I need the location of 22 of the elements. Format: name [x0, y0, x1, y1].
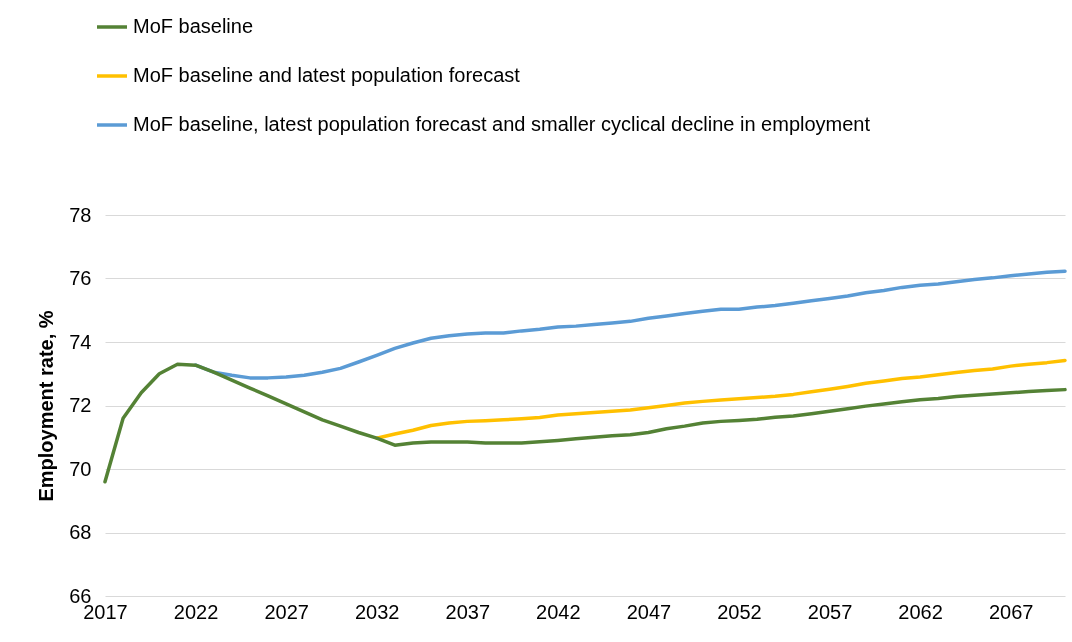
x-tick-label: 2032	[354, 600, 400, 623]
x-tick-label: 2057	[807, 600, 853, 623]
x-tick-label: 2022	[173, 600, 219, 623]
x-tick-label: 2067	[988, 600, 1034, 623]
x-tick-label: 2062	[898, 600, 943, 623]
x-tick-label: 2042	[536, 600, 581, 623]
x-tick-label: 2047	[626, 600, 672, 623]
y-tick-label: 76	[69, 267, 92, 289]
y-tick-label: 72	[69, 394, 92, 416]
y-tick-label: 78	[69, 203, 92, 226]
legend-label: MoF baseline, latest population forecast and smaller cyclical decline in employment	[133, 113, 871, 135]
x-tick-label: 2037	[445, 600, 491, 623]
legend-label: MoF baseline	[133, 15, 254, 37]
y-axis-title: Employment rate, %	[35, 310, 58, 502]
x-tick-label: 2052	[717, 600, 762, 623]
y-tick-label: 70	[69, 457, 92, 480]
line-series	[374, 358, 1067, 440]
y-tick-label: 74	[69, 330, 92, 353]
line-series	[103, 362, 1067, 484]
y-tick-label: 68	[69, 521, 92, 543]
x-tick-label: 2027	[264, 600, 309, 623]
legend-label: MoF baseline and latest population forecast	[133, 64, 521, 86]
